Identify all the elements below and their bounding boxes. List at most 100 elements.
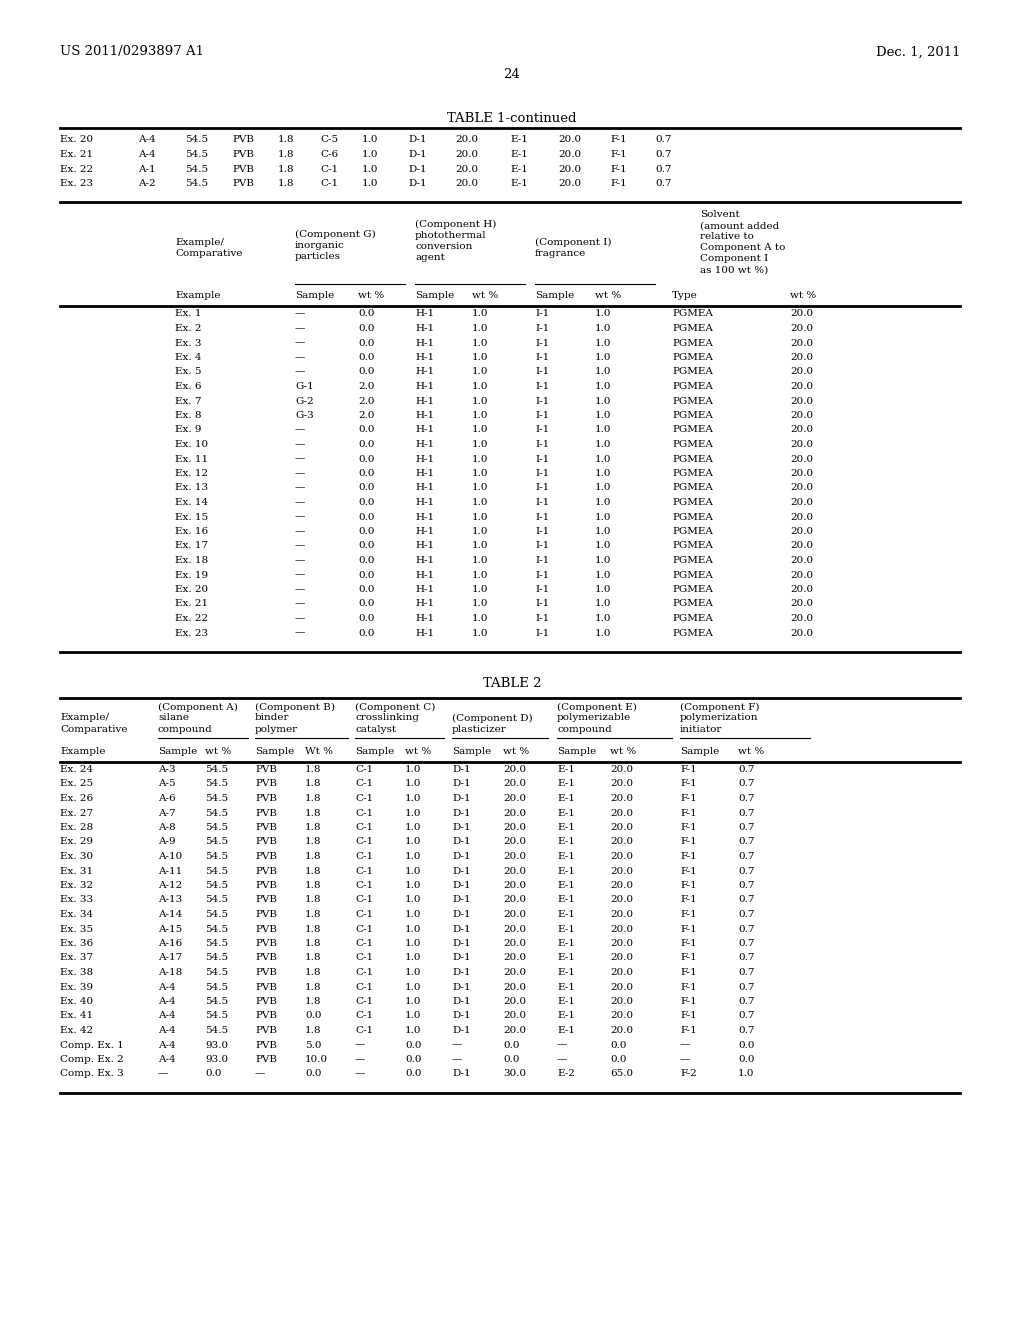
- Text: 0.0: 0.0: [205, 1069, 221, 1078]
- Text: Ex. 40: Ex. 40: [60, 997, 93, 1006]
- Text: H-1: H-1: [415, 381, 434, 391]
- Text: I-1: I-1: [535, 585, 549, 594]
- Text: Example/
Comparative: Example/ Comparative: [175, 238, 243, 259]
- Text: 1.0: 1.0: [595, 628, 611, 638]
- Text: F-1: F-1: [680, 880, 696, 890]
- Text: C-1: C-1: [355, 909, 373, 919]
- Text: (Component A): (Component A): [158, 702, 238, 711]
- Text: Ex. 1: Ex. 1: [175, 309, 202, 318]
- Text: 1.0: 1.0: [406, 866, 422, 875]
- Text: 0.0: 0.0: [406, 1069, 422, 1078]
- Text: Ex. 9: Ex. 9: [175, 425, 202, 434]
- Text: F-1: F-1: [680, 997, 696, 1006]
- Text: 20.0: 20.0: [455, 150, 478, 158]
- Text: PGMEA: PGMEA: [672, 469, 713, 478]
- Text: PVB: PVB: [255, 795, 278, 803]
- Text: F-1: F-1: [680, 968, 696, 977]
- Text: D-1: D-1: [452, 953, 471, 962]
- Text: 1.0: 1.0: [595, 599, 611, 609]
- Text: 20.0: 20.0: [790, 469, 813, 478]
- Text: 20.0: 20.0: [790, 570, 813, 579]
- Text: C-1: C-1: [355, 953, 373, 962]
- Text: Ex. 23: Ex. 23: [60, 180, 93, 187]
- Text: PVB: PVB: [232, 180, 254, 187]
- Text: PGMEA: PGMEA: [672, 352, 713, 362]
- Text: 1.0: 1.0: [595, 381, 611, 391]
- Text: 0.7: 0.7: [738, 822, 755, 832]
- Text: C-1: C-1: [355, 895, 373, 904]
- Text: PVB: PVB: [255, 895, 278, 904]
- Text: 54.5: 54.5: [205, 851, 228, 861]
- Text: 1.0: 1.0: [595, 585, 611, 594]
- Text: 20.0: 20.0: [610, 895, 633, 904]
- Text: 20.0: 20.0: [610, 1026, 633, 1035]
- Text: Sample: Sample: [355, 747, 394, 756]
- Text: H-1: H-1: [415, 570, 434, 579]
- Text: 20.0: 20.0: [610, 909, 633, 919]
- Text: 1.0: 1.0: [406, 1026, 422, 1035]
- Text: (Component B): (Component B): [255, 702, 335, 711]
- Text: Ex. 31: Ex. 31: [60, 866, 93, 875]
- Text: 1.0: 1.0: [362, 150, 379, 158]
- Text: —: —: [295, 512, 305, 521]
- Text: PVB: PVB: [255, 837, 278, 846]
- Text: Ex. 14: Ex. 14: [175, 498, 208, 507]
- Text: H-1: H-1: [415, 498, 434, 507]
- Text: F-1: F-1: [680, 895, 696, 904]
- Text: H-1: H-1: [415, 454, 434, 463]
- Text: 1.0: 1.0: [472, 352, 488, 362]
- Text: 0.7: 0.7: [738, 909, 755, 919]
- Text: Ex. 18: Ex. 18: [175, 556, 208, 565]
- Text: 1.8: 1.8: [305, 982, 322, 991]
- Text: C-1: C-1: [355, 924, 373, 933]
- Text: E-1: E-1: [557, 1026, 574, 1035]
- Text: 1.0: 1.0: [595, 323, 611, 333]
- Text: Ex. 20: Ex. 20: [175, 585, 208, 594]
- Text: 1.0: 1.0: [406, 837, 422, 846]
- Text: C-1: C-1: [355, 851, 373, 861]
- Text: 20.0: 20.0: [503, 924, 526, 933]
- Text: (Component I)
fragrance: (Component I) fragrance: [535, 238, 611, 259]
- Text: A-11: A-11: [158, 866, 182, 875]
- Text: E-1: E-1: [510, 150, 528, 158]
- Text: Comparative: Comparative: [60, 725, 128, 734]
- Text: PVB: PVB: [255, 1011, 278, 1020]
- Text: 20.0: 20.0: [455, 165, 478, 173]
- Text: 54.5: 54.5: [205, 953, 228, 962]
- Text: Ex. 3: Ex. 3: [175, 338, 202, 347]
- Text: —: —: [295, 483, 305, 492]
- Text: E-1: E-1: [557, 924, 574, 933]
- Text: 20.0: 20.0: [503, 766, 526, 774]
- Text: F-1: F-1: [680, 851, 696, 861]
- Text: 5.0: 5.0: [305, 1040, 322, 1049]
- Text: 20.0: 20.0: [790, 440, 813, 449]
- Text: —: —: [355, 1040, 366, 1049]
- Text: 20.0: 20.0: [610, 997, 633, 1006]
- Text: 0.0: 0.0: [503, 1055, 519, 1064]
- Text: D-1: D-1: [452, 795, 471, 803]
- Text: Ex. 8: Ex. 8: [175, 411, 202, 420]
- Text: H-1: H-1: [415, 469, 434, 478]
- Text: 0.7: 0.7: [738, 982, 755, 991]
- Text: I-1: I-1: [535, 352, 549, 362]
- Text: Ex. 39: Ex. 39: [60, 982, 93, 991]
- Text: PGMEA: PGMEA: [672, 585, 713, 594]
- Text: 1.0: 1.0: [472, 498, 488, 507]
- Text: D-1: D-1: [452, 837, 471, 846]
- Text: 20.0: 20.0: [503, 968, 526, 977]
- Text: 1.0: 1.0: [362, 136, 379, 144]
- Text: 20.0: 20.0: [455, 180, 478, 187]
- Text: Ex. 21: Ex. 21: [60, 150, 93, 158]
- Text: H-1: H-1: [415, 440, 434, 449]
- Text: wt %: wt %: [738, 747, 764, 756]
- Text: E-1: E-1: [557, 895, 574, 904]
- Text: —: —: [680, 1040, 690, 1049]
- Text: F-1: F-1: [680, 808, 696, 817]
- Text: 20.0: 20.0: [610, 982, 633, 991]
- Text: 1.8: 1.8: [305, 909, 322, 919]
- Text: 1.0: 1.0: [595, 556, 611, 565]
- Text: 0.0: 0.0: [358, 367, 375, 376]
- Text: H-1: H-1: [415, 396, 434, 405]
- Text: 0.7: 0.7: [738, 866, 755, 875]
- Text: PGMEA: PGMEA: [672, 323, 713, 333]
